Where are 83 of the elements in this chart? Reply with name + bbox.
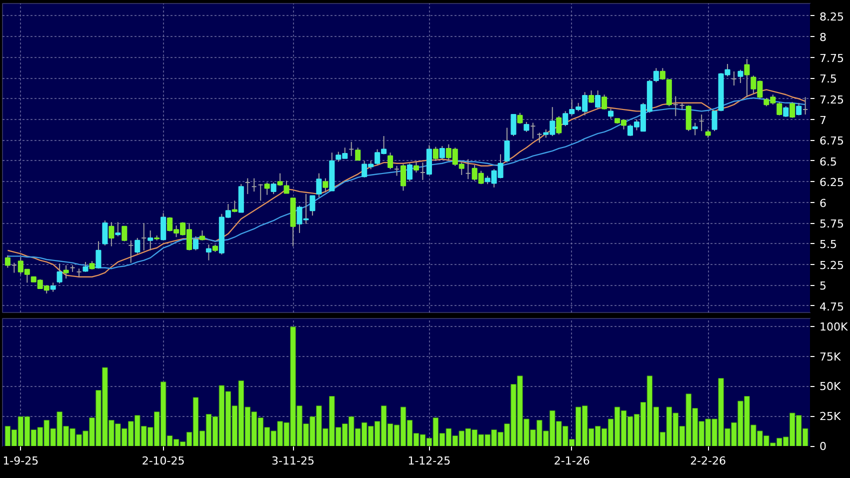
candlestick: [310, 195, 316, 216]
y-tick-label: 6: [820, 196, 826, 210]
candlestick: [115, 222, 121, 237]
candlestick: [284, 180, 290, 194]
candlestick: [11, 262, 17, 274]
candlestick: [388, 152, 394, 170]
candlestick: [63, 264, 69, 280]
candlestick: [199, 230, 205, 241]
candlestick: [56, 263, 62, 284]
candlestick: [192, 236, 199, 251]
candlestick: [232, 200, 238, 213]
candlestick: [510, 114, 516, 137]
candlestick: [692, 122, 698, 136]
candlestick: [602, 94, 608, 110]
candlestick: [108, 222, 114, 247]
y-tick-label: 50K: [820, 380, 842, 394]
candlestick: [206, 244, 212, 261]
candlestick: [316, 172, 322, 198]
candlestick: [588, 90, 594, 104]
y-tick-label: 7.5: [820, 72, 837, 86]
candlestick: [122, 226, 128, 242]
x-tick-label: 2-10-25: [142, 454, 185, 468]
y-tick-label: 6.5: [820, 155, 837, 168]
candlestick: [465, 158, 471, 180]
candlestick: [802, 96, 808, 116]
x-tick-label: 3-11-25: [272, 454, 314, 468]
candlestick: [406, 162, 413, 182]
candlestick: [141, 222, 147, 251]
y-tick-label: 7.75: [820, 52, 844, 65]
candlestick: [348, 141, 354, 156]
y-tick-label: 5.5: [820, 238, 837, 252]
candlestick: [744, 58, 750, 98]
candlestick: [783, 106, 789, 118]
y-tick-label: 5.25: [820, 258, 844, 272]
candlestick: [128, 240, 134, 264]
y-tick-label: 6.25: [820, 176, 844, 190]
candlestick: [355, 147, 361, 161]
candlestick: [530, 122, 536, 140]
candlestick: [160, 212, 166, 241]
candlestick: [394, 165, 400, 176]
candlestick: [731, 70, 737, 86]
y-tick-label: 7.25: [820, 93, 844, 106]
candlestick: [686, 104, 692, 132]
x-tick-label: 2-1-26: [554, 454, 590, 468]
candlestick: [102, 220, 108, 246]
candlestick: [738, 69, 744, 84]
candlestick: [244, 178, 250, 195]
y-tick-label: 0: [820, 440, 826, 453]
candlestick: [790, 102, 796, 118]
x-tick-label: 1-12-25: [408, 454, 451, 468]
y-tick-label: 100K: [820, 320, 848, 334]
y-tick-label: 5: [820, 280, 826, 293]
candlestick: [556, 116, 562, 135]
candlestick: [82, 261, 88, 272]
y-tick-label: 4.75: [820, 300, 844, 314]
y-tick-label: 75K: [820, 350, 842, 364]
y-tick-label: 5.75: [820, 218, 844, 231]
candlestick: [536, 132, 542, 144]
candlestick: [653, 68, 659, 83]
candlestick: [270, 182, 276, 195]
y-tick-label: 7: [820, 114, 826, 127]
candlestick: [672, 96, 678, 117]
x-tick-label: 1-9-25: [2, 454, 39, 468]
candlestick: [258, 184, 264, 202]
candlestick: [413, 161, 419, 173]
x-tick-label: 2-2-26: [690, 454, 726, 468]
candlestick: [322, 178, 328, 193]
candlestick: [608, 108, 614, 120]
candlestick: [96, 240, 102, 270]
candlestick: [251, 178, 257, 192]
y-tick-label: 6.75: [820, 134, 844, 148]
y-tick-label: 8.25: [820, 10, 844, 24]
candlestick: [595, 90, 601, 110]
candlestick: [420, 162, 426, 180]
candlestick: [504, 127, 510, 164]
candlestick: [698, 114, 704, 132]
y-tick-label: 25K: [820, 410, 842, 424]
candlestick: [76, 268, 82, 278]
y-tick-label: 8: [820, 31, 826, 44]
candlestick: [439, 145, 445, 160]
candlestick: [277, 172, 283, 186]
candlestick: [50, 282, 56, 292]
candlestick: [432, 146, 438, 162]
